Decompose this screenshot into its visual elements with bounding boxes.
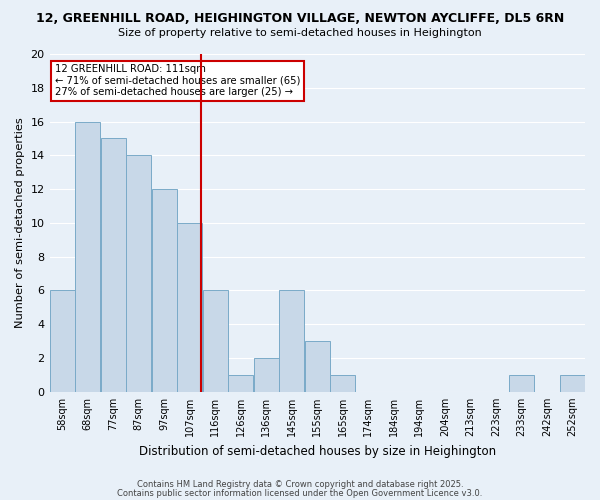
- Bar: [50, 290, 75, 392]
- Bar: [75, 122, 100, 392]
- Bar: [177, 223, 202, 392]
- Text: Size of property relative to semi-detached houses in Heighington: Size of property relative to semi-detach…: [118, 28, 482, 38]
- Text: 12 GREENHILL ROAD: 111sqm
← 71% of semi-detached houses are smaller (65)
27% of : 12 GREENHILL ROAD: 111sqm ← 71% of semi-…: [55, 64, 300, 98]
- Bar: [152, 189, 177, 392]
- Bar: [509, 375, 534, 392]
- Bar: [203, 290, 228, 392]
- Bar: [330, 375, 355, 392]
- Text: Contains HM Land Registry data © Crown copyright and database right 2025.: Contains HM Land Registry data © Crown c…: [137, 480, 463, 489]
- Bar: [254, 358, 279, 392]
- Bar: [279, 290, 304, 392]
- Text: 12, GREENHILL ROAD, HEIGHINGTON VILLAGE, NEWTON AYCLIFFE, DL5 6RN: 12, GREENHILL ROAD, HEIGHINGTON VILLAGE,…: [36, 12, 564, 26]
- X-axis label: Distribution of semi-detached houses by size in Heighington: Distribution of semi-detached houses by …: [139, 444, 496, 458]
- Bar: [560, 375, 585, 392]
- Y-axis label: Number of semi-detached properties: Number of semi-detached properties: [15, 118, 25, 328]
- Bar: [228, 375, 253, 392]
- Bar: [305, 341, 330, 392]
- Text: Contains public sector information licensed under the Open Government Licence v3: Contains public sector information licen…: [118, 488, 482, 498]
- Bar: [101, 138, 126, 392]
- Bar: [126, 156, 151, 392]
